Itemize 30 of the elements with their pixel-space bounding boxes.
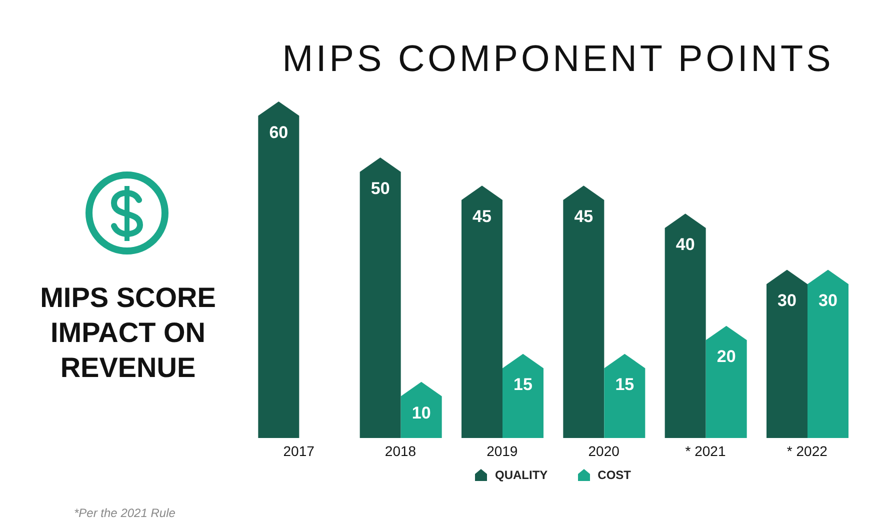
data-label: 20	[716, 347, 736, 366]
data-label: 45	[574, 206, 594, 226]
data-label: 40	[676, 234, 695, 254]
x-tick-label: 2020	[588, 442, 620, 459]
text: MIPS SCORE IMPACT ON REVENUE	[39, 281, 217, 385]
bar	[360, 158, 401, 438]
x-tick-label: 2019	[486, 442, 518, 459]
data-label: 60	[269, 122, 288, 142]
x-tick-label: 2017	[283, 442, 315, 459]
data-label: 30	[818, 291, 838, 310]
bar	[563, 186, 604, 438]
chart-title: MIPS COMPONENT POINTS	[281, 38, 835, 80]
text: *Per the 2021 Rule	[74, 506, 176, 520]
bar	[664, 214, 706, 438]
data-label: 30	[778, 291, 796, 310]
bar	[706, 326, 747, 438]
bar	[258, 101, 300, 438]
legend-label: QUALITY	[494, 468, 548, 482]
legend-label: COST	[598, 468, 631, 482]
x-tick-label: * 2022	[786, 442, 828, 459]
data-label: 15	[615, 375, 634, 394]
bar	[766, 270, 808, 438]
data-label: 50	[370, 178, 390, 198]
bar	[808, 270, 848, 438]
data-label: 10	[412, 403, 431, 422]
x-tick-label: * 2021	[685, 442, 726, 459]
bar	[462, 186, 502, 438]
data-label: 45	[472, 206, 492, 226]
data-label: 15	[514, 375, 532, 394]
x-tick-label: 2018	[384, 442, 416, 459]
